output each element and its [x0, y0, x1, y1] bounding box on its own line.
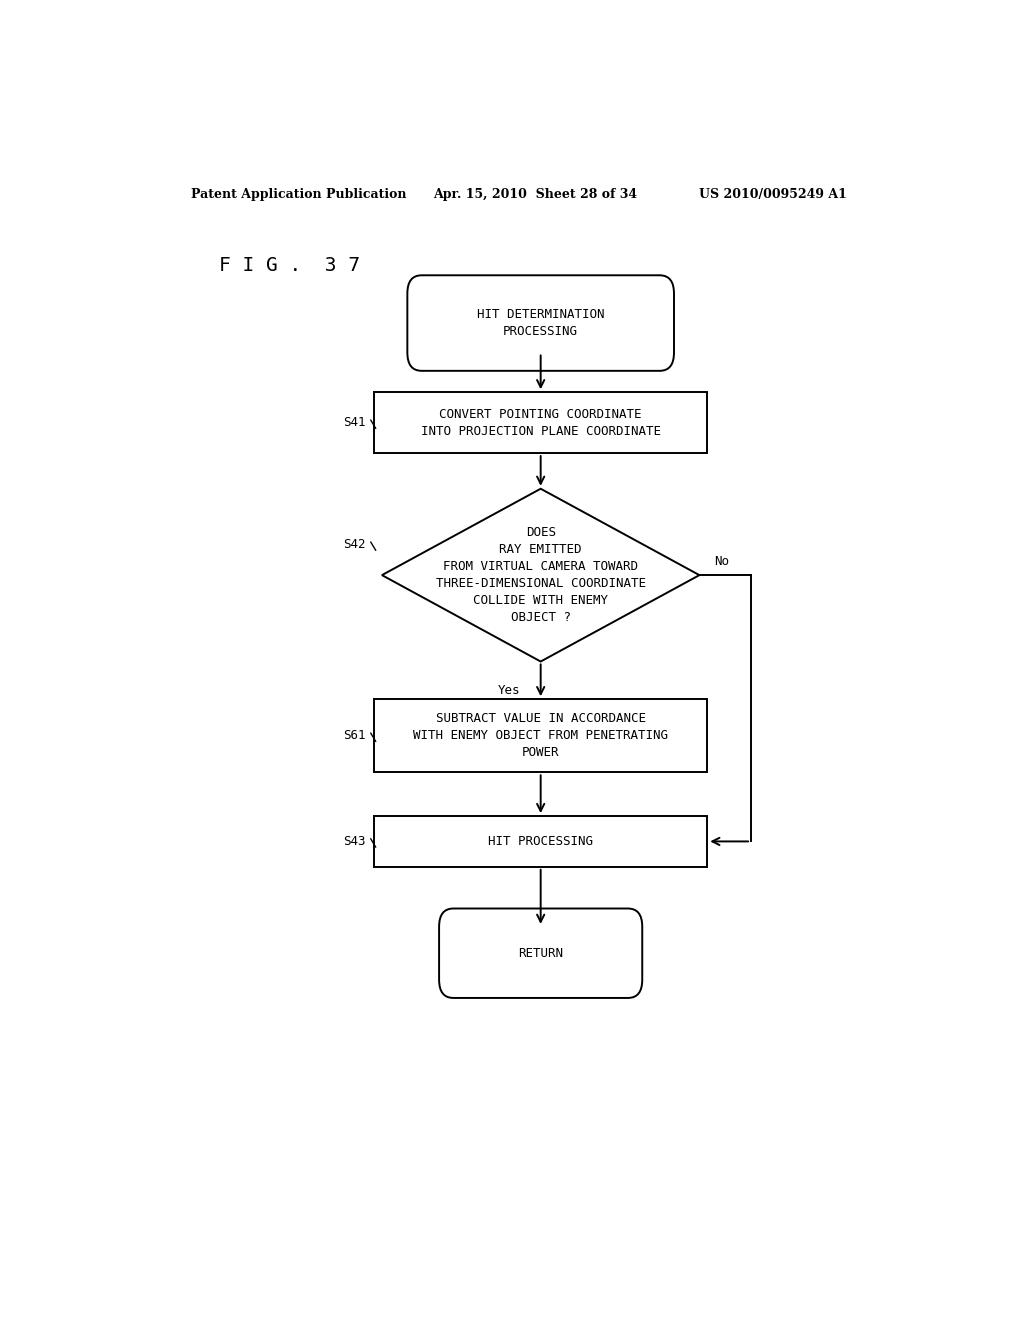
Text: F I G .  3 7: F I G . 3 7: [219, 256, 360, 275]
Text: S43: S43: [344, 836, 367, 847]
Text: HIT DETERMINATION
PROCESSING: HIT DETERMINATION PROCESSING: [477, 308, 604, 338]
Text: Apr. 15, 2010  Sheet 28 of 34: Apr. 15, 2010 Sheet 28 of 34: [433, 189, 638, 202]
Text: S41: S41: [344, 416, 367, 429]
Text: Patent Application Publication: Patent Application Publication: [191, 189, 407, 202]
Text: S42: S42: [344, 539, 367, 552]
Bar: [374, 392, 708, 453]
FancyBboxPatch shape: [408, 276, 674, 371]
Text: SUBTRACT VALUE IN ACCORDANCE
WITH ENEMY OBJECT FROM PENETRATING
POWER: SUBTRACT VALUE IN ACCORDANCE WITH ENEMY …: [413, 713, 669, 759]
FancyBboxPatch shape: [439, 908, 642, 998]
Text: No: No: [714, 556, 729, 569]
Text: Yes: Yes: [498, 684, 520, 697]
Text: CONVERT POINTING COORDINATE
INTO PROJECTION PLANE COORDINATE: CONVERT POINTING COORDINATE INTO PROJECT…: [421, 408, 660, 438]
Bar: [374, 700, 708, 772]
Text: DOES
RAY EMITTED
FROM VIRTUAL CAMERA TOWARD
THREE-DIMENSIONAL COORDINATE
COLLIDE: DOES RAY EMITTED FROM VIRTUAL CAMERA TOW…: [435, 527, 646, 624]
Bar: [374, 816, 708, 867]
Text: RETURN: RETURN: [518, 946, 563, 960]
Text: S61: S61: [344, 729, 367, 742]
Text: HIT PROCESSING: HIT PROCESSING: [488, 836, 593, 847]
Polygon shape: [382, 488, 699, 661]
Text: US 2010/0095249 A1: US 2010/0095249 A1: [699, 189, 847, 202]
